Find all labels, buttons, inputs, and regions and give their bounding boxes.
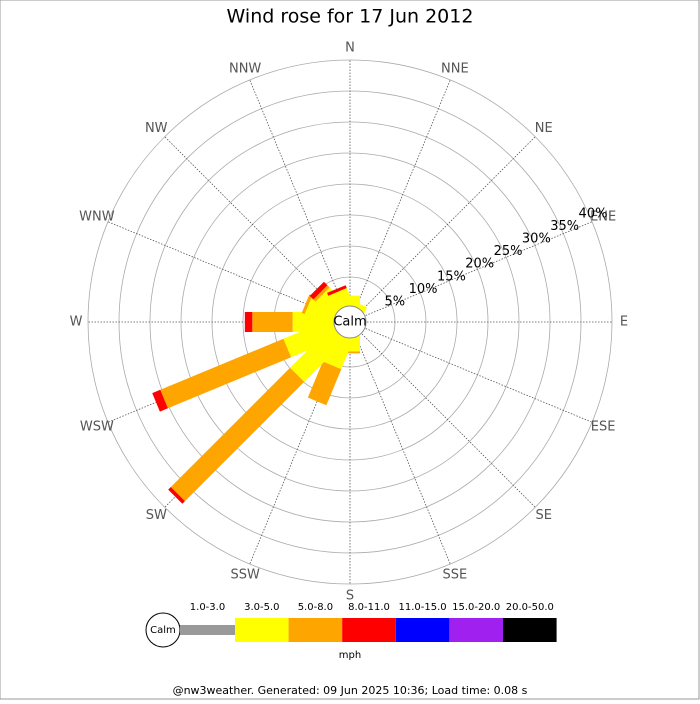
- spoke: [107, 221, 338, 318]
- ring-label: 40%: [579, 206, 608, 221]
- spoke: [359, 331, 536, 508]
- direction-label: WSW: [80, 419, 114, 434]
- direction-bar: [244, 312, 336, 332]
- direction-label: ENE: [590, 210, 616, 225]
- legend-swatch: [342, 618, 396, 642]
- direction-label: N: [345, 41, 355, 56]
- direction-label: SSE: [442, 568, 467, 583]
- ring-label: 30%: [522, 232, 551, 247]
- bar-segment: [168, 487, 185, 504]
- legend-label: 8.0-11.0: [348, 602, 390, 613]
- ring-label: 20%: [465, 257, 494, 272]
- legend-label: 15.0-20.0: [452, 602, 500, 613]
- legend-label: 3.0-5.0: [244, 602, 279, 613]
- spoke: [249, 334, 346, 565]
- legend-swatch: [235, 618, 289, 642]
- ring-label: 10%: [409, 282, 438, 297]
- bar-segment: [307, 361, 342, 406]
- legend-swatch: [180, 625, 235, 635]
- bar-segment: [170, 367, 305, 502]
- legend-label: 11.0-15.0: [399, 602, 447, 613]
- calm-circle: [333, 305, 367, 339]
- direction-label: WNW: [79, 210, 115, 225]
- unit-label: mph: [339, 650, 361, 661]
- bar-segment: [304, 295, 341, 326]
- direction-label: NNE: [441, 61, 469, 76]
- direction-label: E: [620, 315, 628, 330]
- calm-label: Calm: [333, 315, 366, 330]
- direction-bar: [307, 331, 354, 406]
- bar-segment: [160, 338, 292, 409]
- bar-segment: [313, 285, 330, 302]
- ring-label: 35%: [550, 219, 579, 234]
- direction-label: NE: [535, 121, 553, 136]
- bar-segment: [327, 285, 347, 296]
- legend-label: 20.0-50.0: [506, 602, 554, 613]
- direction-label: SE: [536, 508, 552, 523]
- bar-segment: [309, 281, 328, 300]
- direction-label: W: [70, 315, 83, 330]
- spoke: [362, 326, 593, 423]
- legend-swatch: [503, 618, 557, 642]
- legend-label: 5.0-8.0: [298, 602, 333, 613]
- ring-label: 25%: [494, 244, 523, 259]
- direction-bar: [301, 294, 341, 326]
- chart-title: Wind rose for 17 Jun 2012: [227, 6, 474, 28]
- bar-segment: [252, 312, 293, 332]
- direction-label: SW: [146, 508, 167, 523]
- spoke: [354, 334, 451, 565]
- spoke: [354, 79, 451, 310]
- direction-label: NW: [145, 121, 168, 136]
- spoke: [362, 221, 593, 318]
- legend-label: 1.0-3.0: [190, 602, 225, 613]
- ring: [87, 59, 613, 585]
- legend-calm-label: Calm: [150, 625, 176, 636]
- spoke: [249, 79, 346, 310]
- direction-label: S: [346, 589, 354, 604]
- legend-swatch: [449, 618, 503, 642]
- bar-segment: [244, 312, 253, 332]
- bar-segment: [340, 351, 360, 354]
- legend-swatch: [395, 618, 450, 642]
- bar-segment: [152, 389, 168, 412]
- spoke: [164, 136, 341, 313]
- spoke: [359, 136, 536, 313]
- bar-segment: [322, 331, 354, 370]
- direction-label: ESE: [591, 419, 616, 434]
- direction-label: NNW: [229, 61, 261, 76]
- ring-label: 15%: [437, 269, 466, 284]
- ring: [180, 152, 520, 492]
- direction-label: SSW: [230, 568, 260, 583]
- ring-label: 5%: [384, 295, 405, 310]
- bar-segment: [301, 294, 313, 315]
- footer: @nw3weather. Generated: 09 Jun 2025 10:3…: [173, 684, 528, 697]
- legend-swatch: [288, 618, 343, 642]
